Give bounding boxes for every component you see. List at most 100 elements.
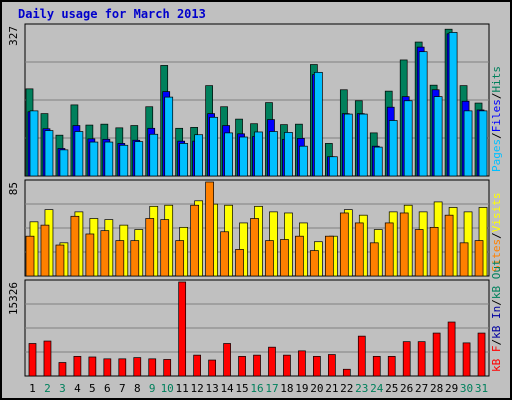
day-label: 8 <box>134 382 141 395</box>
day-label: 5 <box>89 382 96 395</box>
bar-sites <box>384 222 394 277</box>
legend-separator: / <box>490 232 503 239</box>
bar-sites <box>250 218 259 277</box>
bar-sites <box>70 215 80 277</box>
bar-kbf <box>342 368 351 377</box>
bar-kbf <box>313 356 321 377</box>
bar-kbf <box>133 357 142 377</box>
day-label: 3 <box>59 382 66 395</box>
legend-separator: / <box>490 299 503 306</box>
day-label: 12 <box>191 382 204 395</box>
bar-kbf <box>298 350 306 377</box>
day-label: 20 <box>310 382 323 395</box>
y-max-label: 15326 <box>7 282 20 315</box>
day-label: 2 <box>44 382 51 395</box>
day-label: 7 <box>119 382 126 395</box>
bar-kbf <box>372 356 381 377</box>
bar-sites <box>235 249 244 277</box>
bar-pages <box>134 141 144 177</box>
legend-separator: / <box>490 339 503 346</box>
bar-pages <box>89 141 99 177</box>
bar-sites <box>325 235 334 277</box>
bar-sites <box>85 233 95 277</box>
bar-pages <box>463 110 473 177</box>
bar-pages <box>314 71 323 177</box>
bar-sites <box>220 231 229 277</box>
bar-kbf <box>58 362 67 377</box>
bar-pages <box>478 110 488 177</box>
legend-item: Sites <box>490 239 503 272</box>
bar-pages <box>343 113 353 177</box>
bar-sites <box>369 242 379 277</box>
legend-item: kB In <box>490 306 503 339</box>
bar-pages <box>44 130 54 177</box>
bar-sites <box>459 242 469 277</box>
bar-sites <box>205 181 214 277</box>
day-label: 4 <box>74 382 81 395</box>
legend-item: kB F <box>490 346 503 373</box>
bar-kbf <box>417 341 426 377</box>
bar-pages <box>329 156 338 177</box>
day-label: 28 <box>430 382 443 395</box>
legend-hits-files-pages: Pages/Files/Hits <box>490 66 503 172</box>
bar-pages <box>373 146 383 177</box>
bar-sites <box>100 230 110 277</box>
day-label: 22 <box>340 382 353 395</box>
bar-pages <box>358 113 368 177</box>
legend-visits-sites: Sites/Visits <box>490 193 503 273</box>
bar-sites <box>115 240 125 277</box>
bar-pages <box>418 51 428 177</box>
legend-separator: / <box>490 93 503 100</box>
day-label: 31 <box>475 382 488 395</box>
bar-sites <box>354 222 364 277</box>
day-label: 24 <box>370 382 384 395</box>
bar-sites <box>40 224 50 277</box>
day-label: 23 <box>355 382 368 395</box>
bar-sites <box>474 240 484 277</box>
day-label: 11 <box>176 382 189 395</box>
bar-pages <box>149 133 159 177</box>
legend-kbf-kbin-kbout: kB F/kB In/kB Out <box>490 259 503 372</box>
bar-pages <box>29 110 39 177</box>
legend-item: Files <box>490 99 503 132</box>
bar-kbf <box>462 342 471 377</box>
day-label: 16 <box>250 382 263 395</box>
y-max-label: 327 <box>7 26 20 46</box>
y-max-label: 85 <box>7 182 20 195</box>
bar-kbf <box>268 346 276 377</box>
bar-pages <box>299 145 308 177</box>
bar-kbf <box>73 356 82 377</box>
bar-kbf <box>402 341 411 377</box>
bar-sites <box>25 235 35 277</box>
bar-kbf <box>88 356 97 377</box>
bar-kbf <box>238 356 246 377</box>
bar-kbf <box>163 359 172 377</box>
bar-pages <box>254 131 263 177</box>
bar-sites <box>444 214 454 277</box>
legend-separator: / <box>490 132 503 139</box>
day-label: 10 <box>161 382 174 395</box>
bar-kbf <box>103 358 112 377</box>
bar-kbf <box>328 354 336 377</box>
day-label: 18 <box>280 382 293 395</box>
bar-kbf <box>118 358 127 377</box>
bar-pages <box>239 136 248 177</box>
bar-pages <box>448 32 458 177</box>
bar-kbf <box>148 358 157 377</box>
bar-kbf <box>357 335 366 377</box>
bar-sites <box>175 240 185 277</box>
bar-sites <box>339 212 349 277</box>
day-label: 30 <box>460 382 473 395</box>
bar-kbf <box>432 332 441 377</box>
day-label: 9 <box>149 382 156 395</box>
bar-kbf <box>43 340 52 377</box>
bar-kbf <box>208 359 216 377</box>
bar-pages <box>209 116 218 177</box>
bar-kbf <box>178 281 187 377</box>
bar-pages <box>164 96 174 177</box>
bar-kbf <box>223 343 231 377</box>
day-label: 19 <box>295 382 308 395</box>
bar-pages <box>269 131 278 177</box>
bar-kbf <box>283 354 291 377</box>
day-label: 21 <box>325 382 338 395</box>
